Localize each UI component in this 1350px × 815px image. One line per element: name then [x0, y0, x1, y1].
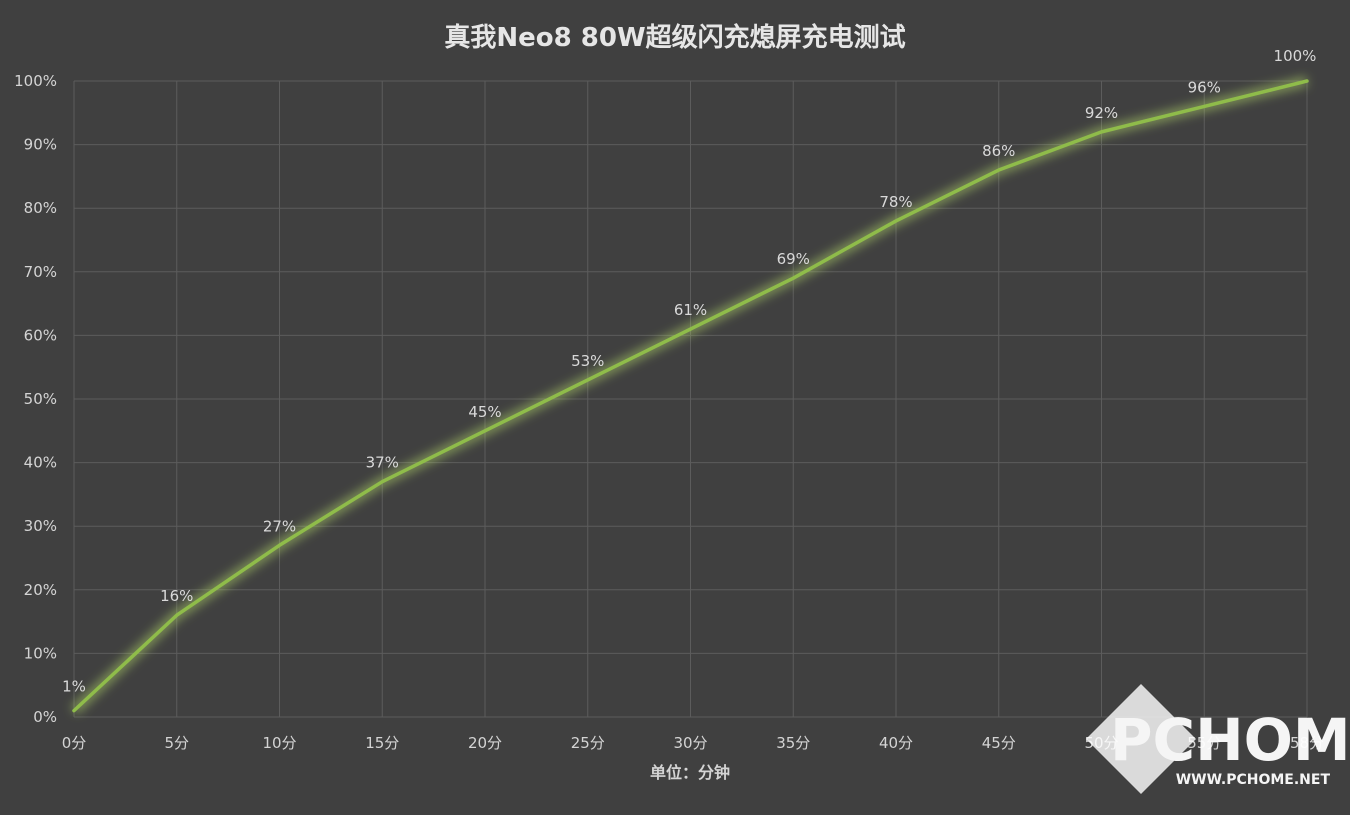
x-tick-label: 0分: [62, 734, 87, 752]
chart-title: 真我Neo8 80W超级闪充熄屏充电测试: [444, 22, 905, 53]
watermark-url: WWW.PCHOME.NET: [1176, 772, 1331, 788]
data-label: 100%: [1274, 47, 1317, 65]
x-tick-label: 40分: [879, 734, 913, 752]
data-label: 53%: [571, 352, 604, 370]
y-tick-label: 40%: [24, 454, 57, 472]
x-tick-label: 45分: [982, 734, 1016, 752]
watermark-brand: PCHOME: [1110, 706, 1350, 774]
x-tick-label: 35分: [776, 734, 810, 752]
data-label: 61%: [674, 301, 707, 319]
y-tick-label: 60%: [24, 326, 57, 344]
data-label: 45%: [468, 403, 501, 421]
data-label: 37%: [366, 454, 399, 472]
x-tick-label: 25分: [571, 734, 605, 752]
y-tick-label: 30%: [24, 517, 57, 535]
x-tick-label: 15分: [365, 734, 399, 752]
x-axis-title: 单位：分钟: [650, 763, 730, 782]
y-tick-label: 90%: [24, 136, 57, 154]
y-tick-label: 20%: [24, 581, 57, 599]
data-label: 27%: [263, 517, 296, 535]
y-tick-label: 100%: [14, 72, 57, 90]
x-tick-label: 10分: [262, 734, 296, 752]
y-tick-label: 50%: [24, 390, 57, 408]
data-label: 16%: [160, 587, 193, 605]
data-label: 1%: [62, 678, 86, 696]
data-label: 96%: [1188, 78, 1221, 96]
data-label: 92%: [1085, 104, 1118, 122]
data-label: 69%: [777, 250, 810, 268]
y-tick-label: 0%: [33, 708, 57, 726]
data-label: 86%: [982, 142, 1015, 160]
x-tick-label: 20分: [468, 734, 502, 752]
y-tick-label: 10%: [24, 644, 57, 662]
y-tick-label: 70%: [24, 263, 57, 281]
y-tick-label: 80%: [24, 199, 57, 217]
x-tick-label: 30分: [673, 734, 707, 752]
x-tick-label: 5分: [164, 734, 189, 752]
data-label: 78%: [879, 193, 912, 211]
